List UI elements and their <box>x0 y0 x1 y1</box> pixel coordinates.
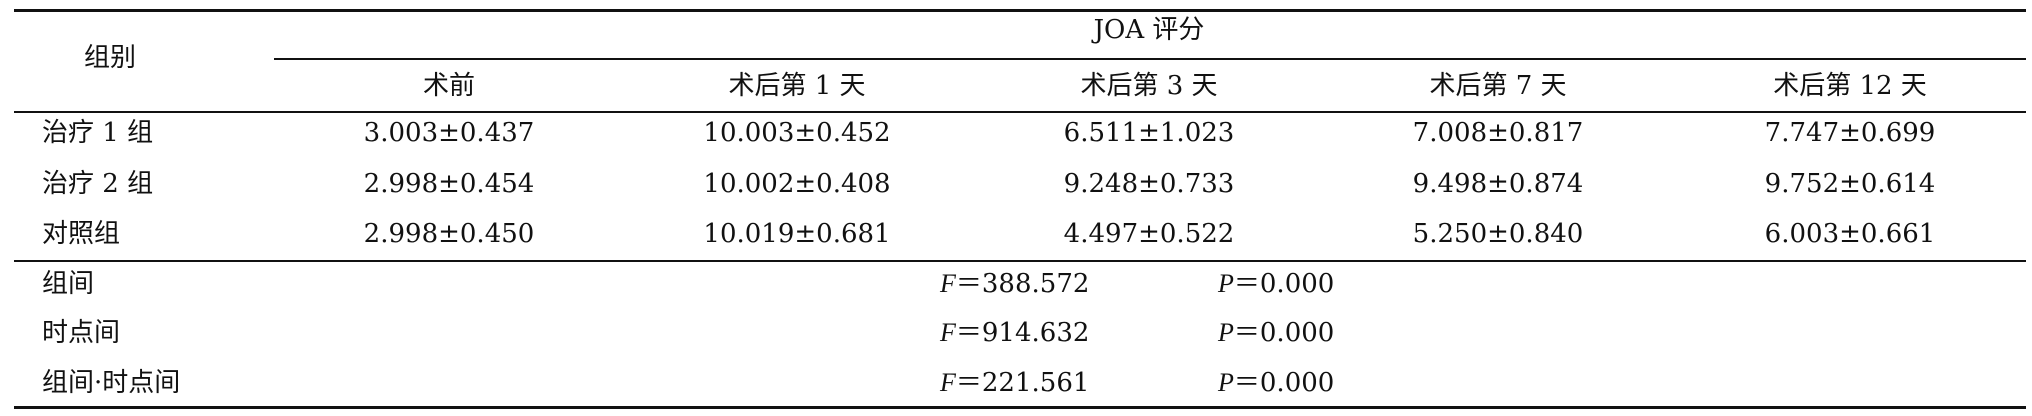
time-header: 术后第 7 天 <box>1429 71 1567 101</box>
cell: 6.511±1.023 <box>1063 118 1235 148</box>
f-stat: F＝221.561 <box>940 368 1089 398</box>
f-value: ＝388.572 <box>955 269 1090 299</box>
f-value: ＝914.632 <box>955 318 1090 348</box>
p-symbol: P <box>1218 368 1234 397</box>
cell: 9.498±0.874 <box>1412 169 1584 199</box>
cell: 6.003±0.661 <box>1764 219 1936 249</box>
p-stat: P＝0.000 <box>1218 368 1334 398</box>
row-label: 治疗 1 组 <box>42 118 154 148</box>
p-stat: P＝0.000 <box>1218 318 1334 348</box>
sub-rule <box>274 58 2026 60</box>
time-header: 术后第 1 天 <box>728 71 866 101</box>
cell: 10.019±0.681 <box>703 219 891 249</box>
p-symbol: P <box>1218 269 1234 298</box>
cell: 4.497±0.522 <box>1063 219 1235 249</box>
stat-label: 组间·时点间 <box>42 368 181 398</box>
p-value: ＝0.000 <box>1233 368 1335 398</box>
f-symbol: F <box>940 318 956 347</box>
time-header: 术后第 12 天 <box>1773 71 1927 101</box>
cell: 5.250±0.840 <box>1412 219 1584 249</box>
time-header: 术后第 3 天 <box>1080 71 1218 101</box>
top-rule <box>14 9 2026 12</box>
p-value: ＝0.000 <box>1233 269 1335 299</box>
body-rule <box>14 260 2026 262</box>
cell: 7.747±0.699 <box>1764 118 1936 148</box>
header-rule <box>14 111 2026 113</box>
cell: 2.998±0.450 <box>363 219 535 249</box>
cell: 2.998±0.454 <box>363 169 535 199</box>
f-symbol: F <box>940 368 956 397</box>
f-symbol: F <box>940 269 956 298</box>
cell: 3.003±0.437 <box>363 118 535 148</box>
score-header: JOA 评分 <box>1093 15 1205 45</box>
cell: 7.008±0.817 <box>1412 118 1584 148</box>
cell: 10.003±0.452 <box>703 118 891 148</box>
p-stat: P＝0.000 <box>1218 269 1334 299</box>
f-stat: F＝388.572 <box>940 269 1089 299</box>
row-label: 对照组 <box>42 219 121 249</box>
row-label: 治疗 2 组 <box>42 169 154 199</box>
stat-label: 组间 <box>42 269 95 299</box>
f-value: ＝221.561 <box>955 368 1090 398</box>
bottom-rule <box>14 406 2026 409</box>
cell: 9.752±0.614 <box>1764 169 1936 199</box>
cell: 10.002±0.408 <box>703 169 891 199</box>
stat-label: 时点间 <box>42 318 121 348</box>
p-symbol: P <box>1218 318 1234 347</box>
cell: 9.248±0.733 <box>1063 169 1235 199</box>
group-header: 组别 <box>83 43 137 73</box>
p-value: ＝0.000 <box>1233 318 1335 348</box>
time-header: 术前 <box>422 71 476 101</box>
f-stat: F＝914.632 <box>940 318 1089 348</box>
